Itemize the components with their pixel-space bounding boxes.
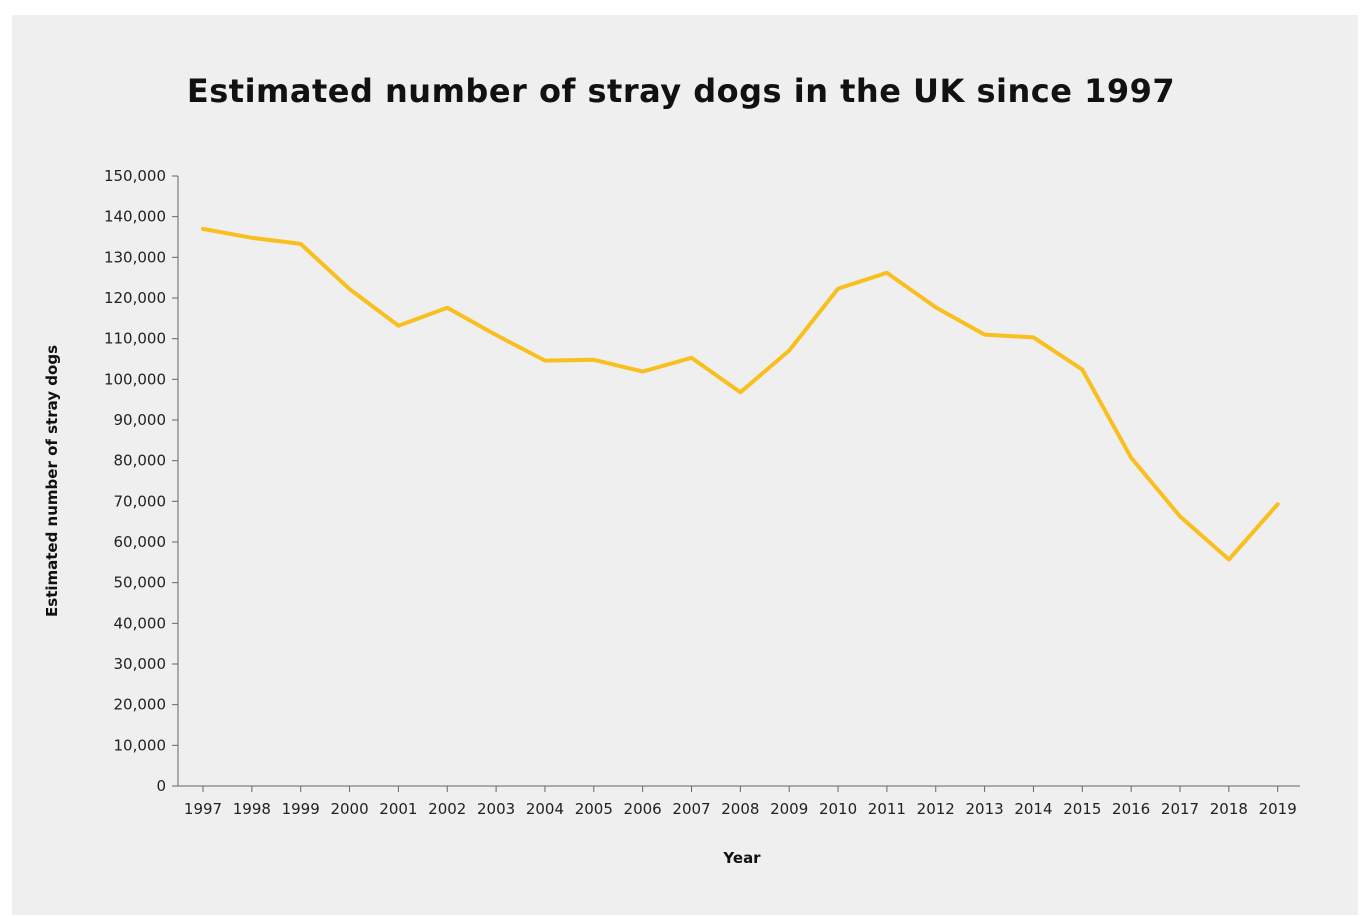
x-tick-label: 2001 <box>379 800 417 818</box>
data-point <box>641 370 645 374</box>
series-line <box>201 226 1280 562</box>
y-tick-label: 130,000 <box>104 248 166 266</box>
data-point <box>690 356 693 360</box>
x-axis: 1997 1998 1999 2000 2001 2002 2003 2004 2005 2006… <box>178 785 1300 818</box>
data-point <box>787 348 791 352</box>
data-point <box>1178 514 1182 518</box>
x-tick-label: 2006 <box>624 800 662 818</box>
data-point <box>1031 335 1035 339</box>
y-tick-label: 10,000 <box>114 736 167 754</box>
data-point <box>885 271 889 275</box>
x-tick-label: 2018 <box>1210 800 1248 818</box>
data-point <box>299 242 303 246</box>
data-point <box>592 358 596 362</box>
x-tick-label: 1999 <box>282 800 320 818</box>
x-tick-label: 2004 <box>526 800 564 818</box>
y-tick-label: 100,000 <box>104 370 166 388</box>
data-point <box>494 333 498 337</box>
x-axis-label: Year <box>722 849 761 867</box>
y-tick-label: 150,000 <box>104 167 166 185</box>
data-point <box>250 236 254 240</box>
data-point <box>543 359 547 363</box>
x-tick-label: 2005 <box>575 800 613 818</box>
data-point <box>1129 456 1133 460</box>
x-tick-label: 2011 <box>868 800 906 818</box>
y-tick-label: 70,000 <box>114 492 167 510</box>
x-tick-label: 2019 <box>1259 800 1297 818</box>
data-point <box>983 333 987 337</box>
data-point <box>396 324 400 328</box>
y-tick-label: 90,000 <box>114 411 167 429</box>
y-tick-label: 60,000 <box>114 533 167 551</box>
y-tick-label: 0 <box>156 777 166 795</box>
series-group <box>201 226 1280 562</box>
data-point <box>934 305 938 309</box>
x-tick-label: 2003 <box>477 800 515 818</box>
y-tick-label: 20,000 <box>114 696 167 714</box>
x-tick-label: 2000 <box>330 800 368 818</box>
x-tick-label: 1997 <box>184 800 222 818</box>
x-tick-label: 2017 <box>1161 800 1199 818</box>
y-tick-label: 30,000 <box>114 655 167 673</box>
y-tick-label: 40,000 <box>114 614 167 632</box>
data-point <box>348 287 352 291</box>
x-tick-label: 2013 <box>966 800 1004 818</box>
y-axis-label: Estimated number of stray dogs <box>43 345 61 617</box>
data-point <box>836 287 840 291</box>
y-tick-label: 50,000 <box>114 574 167 592</box>
data-point <box>201 227 205 231</box>
x-tick-label: 2007 <box>672 800 710 818</box>
x-tick-label: 2014 <box>1014 800 1052 818</box>
data-point <box>1227 557 1231 561</box>
chart-panel <box>12 15 1358 915</box>
x-tick-label: 1998 <box>233 800 271 818</box>
x-tick-label: 2016 <box>1112 800 1150 818</box>
y-tick-label: 80,000 <box>114 452 167 470</box>
y-tick-label: 120,000 <box>104 289 166 307</box>
data-point <box>445 306 449 310</box>
x-tick-label: 2009 <box>770 800 808 818</box>
data-point <box>1080 368 1084 372</box>
data-point <box>1276 502 1280 506</box>
y-axis: 0 10,000 20,000 30,000 40,000 50,000 60,000 70,… <box>104 167 179 795</box>
x-tick-label: 2015 <box>1063 800 1101 818</box>
x-tick-label: 2012 <box>917 800 955 818</box>
x-tick-label: 2002 <box>428 800 466 818</box>
data-point <box>738 390 742 394</box>
chart-title: Estimated number of stray dogs in the UK… <box>186 72 1176 110</box>
y-tick-label: 110,000 <box>104 330 166 348</box>
y-tick-label: 140,000 <box>104 208 166 226</box>
x-tick-label: 2010 <box>819 800 857 818</box>
x-tick-label: 2008 <box>721 800 759 818</box>
